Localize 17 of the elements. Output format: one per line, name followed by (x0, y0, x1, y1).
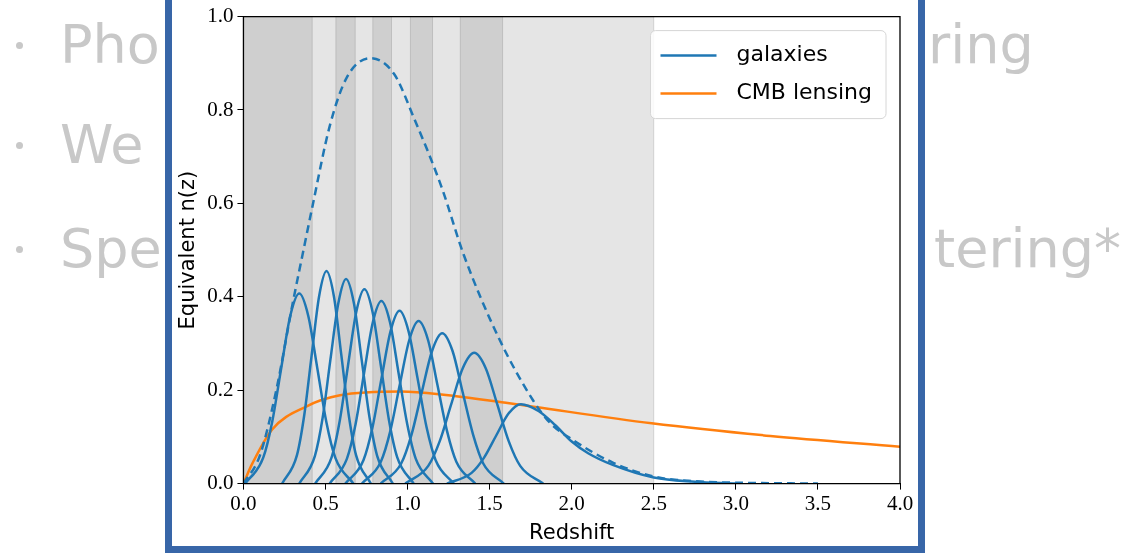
x-tick-label: 2.0 (558, 490, 585, 515)
x-tick-label: 2.5 (640, 490, 667, 515)
x-axis-title: Redshift (529, 519, 615, 544)
x-tick-label: 1.0 (394, 490, 421, 515)
x-tick-label: 1.5 (476, 490, 503, 515)
x-tick-label: 3.0 (722, 490, 749, 515)
y-tick-label: 1.0 (207, 3, 234, 28)
x-tick-label: 4.0 (886, 490, 914, 515)
legend-label: galaxies (736, 41, 828, 67)
y-tick-label: 0.8 (207, 96, 234, 121)
y-tick-label: 0.2 (207, 376, 234, 401)
y-tick-label: 0.4 (207, 283, 234, 308)
x-tick-label: 0.5 (312, 490, 339, 515)
legend-label: CMB lensing (736, 79, 873, 105)
y-tick-label: 0.6 (207, 189, 234, 214)
y-axis-title: Equivalent n(z) (175, 170, 200, 330)
x-tick-label: 3.5 (804, 490, 832, 515)
